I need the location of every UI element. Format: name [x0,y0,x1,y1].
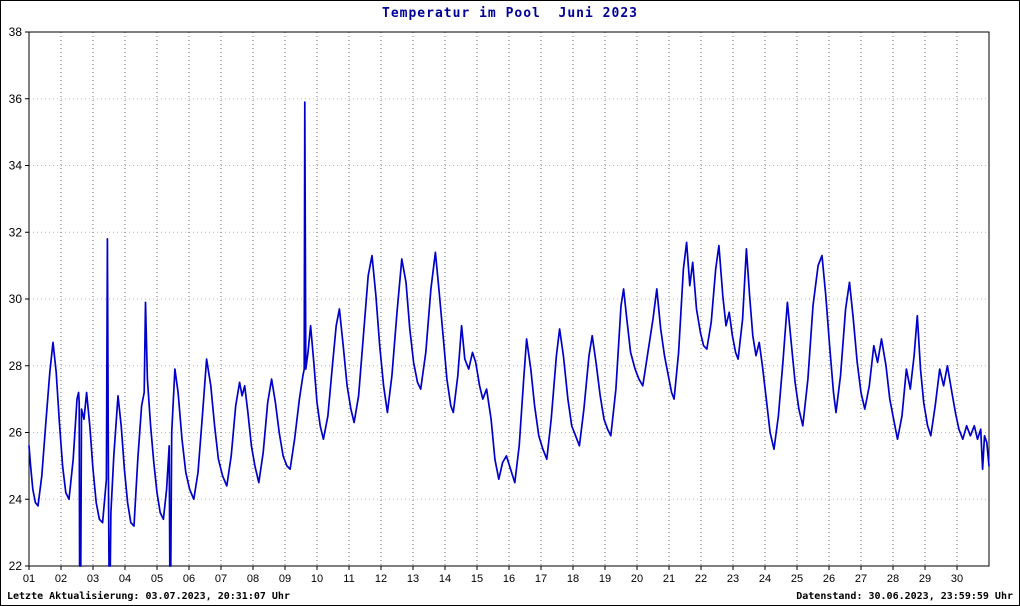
y-tick-label: 32 [9,225,23,239]
x-tick-label: 10 [311,573,323,585]
x-tick-label: 30 [951,573,963,585]
chart-title: Temperatur im Pool Juni 2023 [382,6,638,21]
x-tick-label: 02 [55,573,67,585]
x-tick-label: 07 [215,573,227,585]
x-tick-label: 11 [343,573,354,585]
y-tick-label: 24 [9,492,23,506]
footer-data-timestamp: Datenstand: 30.06.2023, 23:59:59 Uhr [796,591,1013,602]
x-tick-label: 28 [887,573,899,585]
y-tick-label: 30 [9,292,23,306]
y-tick-label: 22 [9,559,23,573]
x-tick-label: 16 [503,573,515,585]
y-tick-label: 38 [9,25,23,39]
x-tick-label: 12 [375,573,387,585]
series-pool-temperatur-celsius [28,101,990,567]
x-tick-label: 27 [855,573,867,585]
x-tick-label: 15 [471,573,483,585]
x-tick-label: 21 [663,573,675,585]
x-tick-label: 18 [567,573,579,585]
x-tick-label: 29 [919,573,931,585]
y-tick-label: 34 [9,159,23,173]
x-tick-label: 22 [695,573,707,585]
x-tick-label: 03 [87,573,99,585]
x-tick-label: 14 [439,573,451,585]
x-tick-label: 06 [183,573,195,585]
plot-border [28,31,990,567]
y-tick-label: 28 [9,359,23,373]
x-tick-label: 20 [631,573,643,585]
x-tick-label: 05 [151,573,163,585]
x-tick-label: 26 [823,573,835,585]
x-tick-label: 23 [727,573,739,585]
y-tick-label: 26 [9,426,23,440]
x-tick-label: 08 [247,573,259,585]
x-tick-label: 13 [407,573,419,585]
x-tick-label: 19 [599,573,611,585]
x-tick-label: 09 [279,573,291,585]
x-tick-label: 25 [791,573,803,585]
x-tick-label: 01 [23,573,35,585]
x-tick-label: 04 [119,573,131,585]
x-tick-label: 24 [759,573,771,585]
footer-last-update: Letzte Aktualisierung: 03.07.2023, 20:31… [7,591,290,602]
x-tick-label: 17 [535,573,547,585]
y-tick-label: 36 [9,92,23,106]
